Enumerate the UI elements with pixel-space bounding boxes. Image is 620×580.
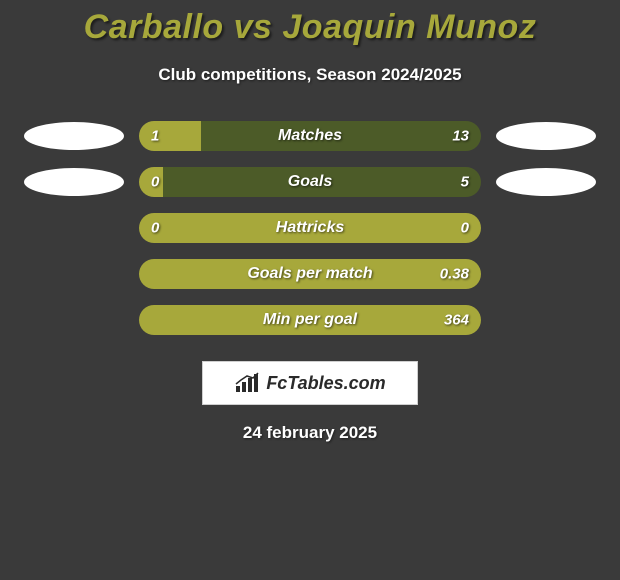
team-left-ellipse [24,168,124,196]
stat-row: Matches 1 13 [0,113,620,159]
left-badge-slot [21,122,127,150]
stat-bar: Goals 0 5 [139,167,481,197]
stat-value-left: 1 [151,128,159,145]
stat-value-left: 0 [151,174,159,191]
stat-bar: Hattricks 0 0 [139,213,481,243]
header: Carballo vs Joaquin Munoz Club competiti… [0,0,620,85]
stat-bar: Goals per match 0.38 [139,259,481,289]
bar-fill-left [139,121,201,151]
stat-row: Goals per match 0.38 [0,251,620,297]
stat-label: Hattricks [276,219,344,237]
brand-name: FcTables.com [266,373,385,394]
stat-row: Hattricks 0 0 [0,205,620,251]
stat-bar: Min per goal 364 [139,305,481,335]
stat-value-right: 0.38 [440,266,469,283]
page-title: Carballo vs Joaquin Munoz [0,8,620,47]
footer-date: 24 february 2025 [0,423,620,443]
team-right-ellipse [496,122,596,150]
right-badge-slot [493,168,599,196]
chart-icon [234,372,260,394]
team-left-ellipse [24,122,124,150]
comparison-rows: Matches 1 13 Goals 0 5 Hattricks 0 0 Goals per ma… [0,113,620,343]
stat-row: Min per goal 364 [0,297,620,343]
left-badge-slot [21,168,127,196]
stat-value-right: 13 [452,128,469,145]
stat-label: Matches [278,127,342,145]
team-right-ellipse [496,168,596,196]
stat-label: Goals per match [247,265,372,283]
stat-value-right: 364 [444,312,469,329]
footer: FcTables.com 24 february 2025 [0,361,620,443]
stat-value-left: 0 [151,220,159,237]
stat-row: Goals 0 5 [0,159,620,205]
stat-label: Goals [288,173,332,191]
brand-card: FcTables.com [202,361,418,405]
stat-value-right: 5 [461,174,469,191]
stat-value-right: 0 [461,220,469,237]
right-badge-slot [493,122,599,150]
page-subtitle: Club competitions, Season 2024/2025 [0,65,620,85]
stat-bar: Matches 1 13 [139,121,481,151]
stat-label: Min per goal [263,311,357,329]
